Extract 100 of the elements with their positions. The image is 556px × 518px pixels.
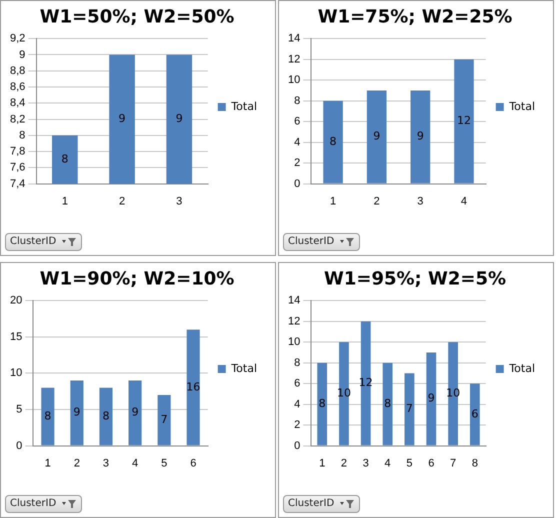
y-tick-label: 12 [288, 53, 300, 66]
y-tick-label: 8 [294, 94, 300, 107]
bar [323, 100, 343, 184]
bar [454, 59, 474, 184]
data-label: 9 [428, 392, 435, 405]
x-tick-label: 5 [161, 457, 168, 470]
x-tick-label: 2 [374, 195, 380, 208]
field-button: ClusterID [5, 495, 82, 513]
chart-title: W1=50%; W2=50% [40, 6, 234, 28]
x-tick-label: 2 [74, 457, 80, 470]
x-axis-title: ClusterID [10, 497, 56, 511]
data-label: 9 [176, 112, 183, 126]
x-axis-title: ClusterID [10, 235, 56, 249]
legend-label: Total [508, 100, 536, 113]
bar [70, 380, 84, 446]
bar [410, 90, 430, 184]
x-tick-label: 4 [460, 195, 468, 208]
x-tick-label: 2 [340, 457, 348, 470]
bar [426, 352, 436, 446]
x-tick-label: 1 [330, 195, 336, 208]
data-label: 16 [186, 380, 200, 394]
x-tick-label: 2 [118, 195, 126, 208]
y-tick-label: 8 [294, 356, 300, 369]
legend-label: Total [230, 100, 258, 113]
data-label: 9 [416, 130, 424, 143]
y-tick-label: 9,2 [10, 32, 26, 45]
field-button: ClusterID [5, 233, 82, 251]
field-button: ClusterID [283, 233, 360, 251]
bar [99, 388, 113, 446]
bar [317, 362, 328, 446]
data-label: 6 [471, 407, 478, 420]
y-tick-label: 2 [294, 157, 300, 170]
y-tick-label: 6 [294, 378, 300, 390]
y-tick-label: 8,6 [10, 81, 26, 94]
data-label: 9 [73, 406, 80, 419]
y-tick-label: 7,4 [10, 178, 26, 190]
legend-label: Total [230, 362, 258, 375]
legend-label: Total [508, 362, 536, 375]
y-tick-label: 8,8 [10, 64, 26, 77]
y-tick-label: 12 [288, 315, 300, 328]
bar [41, 388, 54, 446]
y-tick-label: 0 [16, 440, 22, 452]
y-tick-label: 0 [294, 178, 300, 190]
y-tick-label: 4 [294, 136, 300, 148]
data-label: 8 [61, 152, 68, 166]
data-label: 8 [44, 409, 52, 422]
y-tick-label: 15 [10, 330, 22, 343]
chart-title: W1=90%; W2=10% [40, 268, 234, 290]
y-tick-label: 10 [288, 74, 300, 86]
y-tick-label: 10 [288, 336, 300, 348]
bar [366, 90, 387, 184]
y-tick-label: 5 [16, 404, 22, 416]
y-tick-label: 7,8 [10, 146, 26, 158]
x-tick-label: 3 [176, 195, 182, 208]
y-tick-label: 14 [288, 32, 300, 45]
x-tick-label: 1 [44, 457, 51, 470]
chart-title: W1=75%; W2=25% [318, 6, 512, 28]
data-label: 7 [406, 402, 413, 416]
y-tick-label: 0 [294, 440, 300, 452]
data-label: 8 [102, 409, 110, 422]
bar [158, 394, 171, 446]
data-label: 8 [384, 396, 392, 410]
y-tick-label: 9 [19, 48, 26, 61]
bar [360, 321, 371, 446]
y-tick-label: 7,6 [10, 162, 26, 174]
y-tick-label: 6 [294, 116, 300, 128]
bar [470, 384, 480, 446]
bar [404, 373, 414, 446]
x-axis-title: ClusterID [288, 235, 334, 249]
bar [186, 330, 200, 446]
x-tick-label: 3 [362, 457, 369, 470]
x-tick-label: 7 [450, 457, 456, 470]
y-tick-label: 4 [294, 398, 300, 410]
y-tick-label: 20 [10, 294, 22, 307]
chart-title: W1=95%; W2=5% [324, 268, 506, 290]
y-tick-label: 8 [19, 129, 26, 142]
x-tick-label: 5 [406, 457, 412, 470]
x-tick-label: 4 [384, 457, 391, 470]
x-tick-label: 1 [319, 457, 326, 470]
x-tick-label: 3 [417, 195, 424, 208]
data-label: 9 [132, 406, 139, 419]
data-label: 8 [318, 396, 326, 410]
x-axis-title: ClusterID [288, 497, 334, 511]
x-tick-label: 8 [472, 457, 478, 470]
data-label: 12 [456, 114, 471, 128]
y-tick-label: 8,4 [10, 97, 26, 110]
y-tick-label: 10 [10, 367, 22, 380]
x-tick-label: 6 [428, 457, 434, 470]
data-label: 9 [118, 112, 126, 126]
x-tick-label: 1 [62, 195, 68, 208]
data-label: 7 [160, 413, 168, 426]
bar [382, 362, 393, 446]
data-label: 9 [373, 130, 380, 143]
y-tick-label: 8,2 [10, 113, 26, 126]
x-tick-label: 6 [190, 457, 196, 470]
data-label: 8 [330, 134, 337, 148]
x-tick-label: 4 [132, 457, 138, 470]
bar [128, 380, 142, 446]
field-button: ClusterID [283, 495, 360, 513]
y-tick-label: 2 [294, 419, 300, 432]
